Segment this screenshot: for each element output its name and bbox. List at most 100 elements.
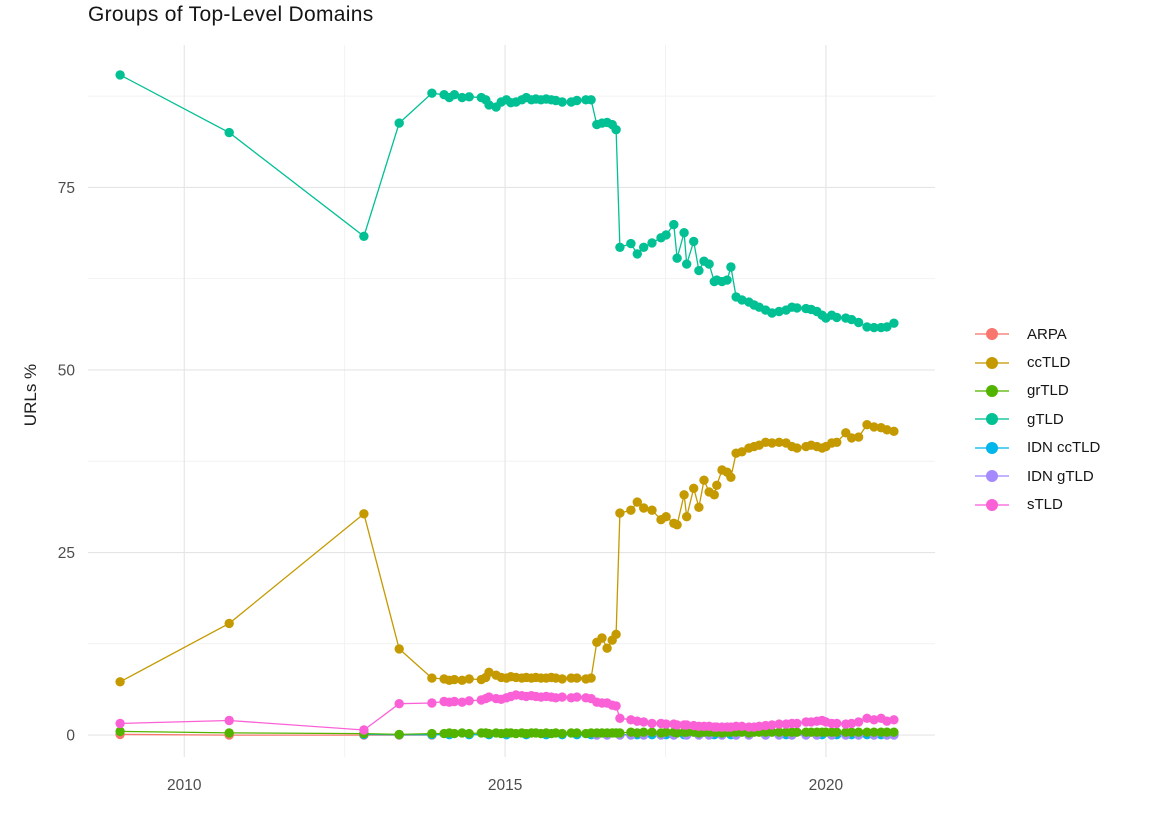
data-point xyxy=(774,306,784,317)
gridlines-minor xyxy=(88,45,935,757)
data-point xyxy=(882,425,892,435)
legend-item-stld: sTLD xyxy=(975,490,1100,518)
data-point xyxy=(846,433,857,443)
legend-dot-icon xyxy=(986,413,998,426)
data-point xyxy=(484,692,494,702)
data-point xyxy=(615,713,625,723)
data-point xyxy=(682,727,692,737)
data-point xyxy=(882,716,892,726)
data-point xyxy=(639,727,649,737)
legend: ARPA ccTLD grTLD gTLD IDN ccTLD IDN gTLD… xyxy=(975,320,1100,519)
data-point xyxy=(767,727,777,737)
legend-item-arpa: ARPA xyxy=(975,320,1100,348)
data-point xyxy=(669,219,679,230)
data-point xyxy=(853,317,864,328)
legend-key-icon xyxy=(975,441,1009,455)
data-point xyxy=(726,472,736,482)
data-point xyxy=(661,512,671,522)
legend-label: ARPA xyxy=(1027,325,1067,343)
data-point xyxy=(639,242,649,252)
data-point xyxy=(694,265,704,276)
data-point xyxy=(846,718,857,729)
legend-label: IDN ccTLD xyxy=(1027,439,1101,457)
data-point xyxy=(427,698,437,708)
data-point xyxy=(632,249,642,259)
data-point xyxy=(767,308,777,318)
x-axis-ticks: 2010 2015 2020 xyxy=(167,777,844,794)
data-point xyxy=(359,725,369,735)
data-point xyxy=(661,719,671,729)
legend-label: gTLD xyxy=(1027,410,1064,428)
data-point xyxy=(572,692,582,702)
data-point xyxy=(586,673,596,683)
legend-item-idn-cctld: IDN ccTLD xyxy=(975,434,1100,462)
legend-dot-icon xyxy=(986,356,998,369)
series-line xyxy=(119,74,895,329)
data-point xyxy=(869,422,879,432)
data-point xyxy=(359,509,369,519)
data-point xyxy=(464,92,474,102)
data-point xyxy=(615,242,625,252)
data-point xyxy=(689,236,699,247)
data-point xyxy=(709,490,719,500)
data-point xyxy=(615,508,625,518)
legend-key-icon xyxy=(975,412,1009,426)
legend-key-icon xyxy=(975,327,1009,341)
data-point xyxy=(694,502,704,512)
data-point xyxy=(889,426,899,436)
data-point xyxy=(882,322,892,332)
data-point xyxy=(457,728,467,738)
data-point xyxy=(737,721,747,731)
data-point xyxy=(639,503,649,513)
data-point xyxy=(767,438,777,448)
series-cctld xyxy=(115,420,899,687)
data-point xyxy=(889,727,899,737)
data-point xyxy=(726,262,736,272)
data-point xyxy=(774,727,784,737)
data-point xyxy=(394,644,404,654)
data-point xyxy=(449,674,460,685)
data-point xyxy=(869,727,879,737)
data-point xyxy=(394,729,404,740)
x-tick-label: 2010 xyxy=(167,777,202,794)
data-point xyxy=(774,437,784,447)
data-point xyxy=(862,727,872,737)
legend-dot-icon xyxy=(986,470,998,483)
data-point xyxy=(832,718,842,729)
data-point xyxy=(853,432,864,442)
legend-dot-icon xyxy=(986,498,998,511)
legend-dot-icon xyxy=(986,328,998,341)
data-point xyxy=(792,443,802,453)
data-point xyxy=(427,728,437,739)
legend-item-grtld: grTLD xyxy=(975,377,1100,405)
data-point xyxy=(611,701,621,711)
data-point xyxy=(457,675,467,685)
data-point xyxy=(682,512,692,522)
legend-dot-icon xyxy=(986,384,998,397)
series-gtld xyxy=(115,70,899,333)
data-point xyxy=(572,95,582,106)
legend-item-gtld: gTLD xyxy=(975,405,1100,433)
data-point xyxy=(672,253,682,263)
data-point xyxy=(869,322,879,333)
chart-title: Groups of Top-Level Domains xyxy=(88,3,374,26)
data-point xyxy=(115,677,125,687)
data-point xyxy=(862,713,872,723)
data-point xyxy=(484,100,494,110)
data-point xyxy=(682,259,692,269)
legend-key-icon xyxy=(975,384,1009,398)
data-point xyxy=(699,475,709,485)
y-tick-label: 50 xyxy=(58,362,76,379)
legend-item-cctld: ccTLD xyxy=(975,348,1100,376)
data-point xyxy=(647,727,657,737)
data-point xyxy=(682,720,692,730)
data-point xyxy=(767,720,777,730)
data-point xyxy=(359,231,369,241)
legend-label: sTLD xyxy=(1027,496,1063,514)
data-point xyxy=(626,238,636,249)
data-point xyxy=(712,480,722,490)
data-point xyxy=(449,728,460,739)
legend-item-idn-gtld: IDN gTLD xyxy=(975,462,1100,490)
data-point xyxy=(464,674,474,684)
data-point xyxy=(484,667,494,677)
